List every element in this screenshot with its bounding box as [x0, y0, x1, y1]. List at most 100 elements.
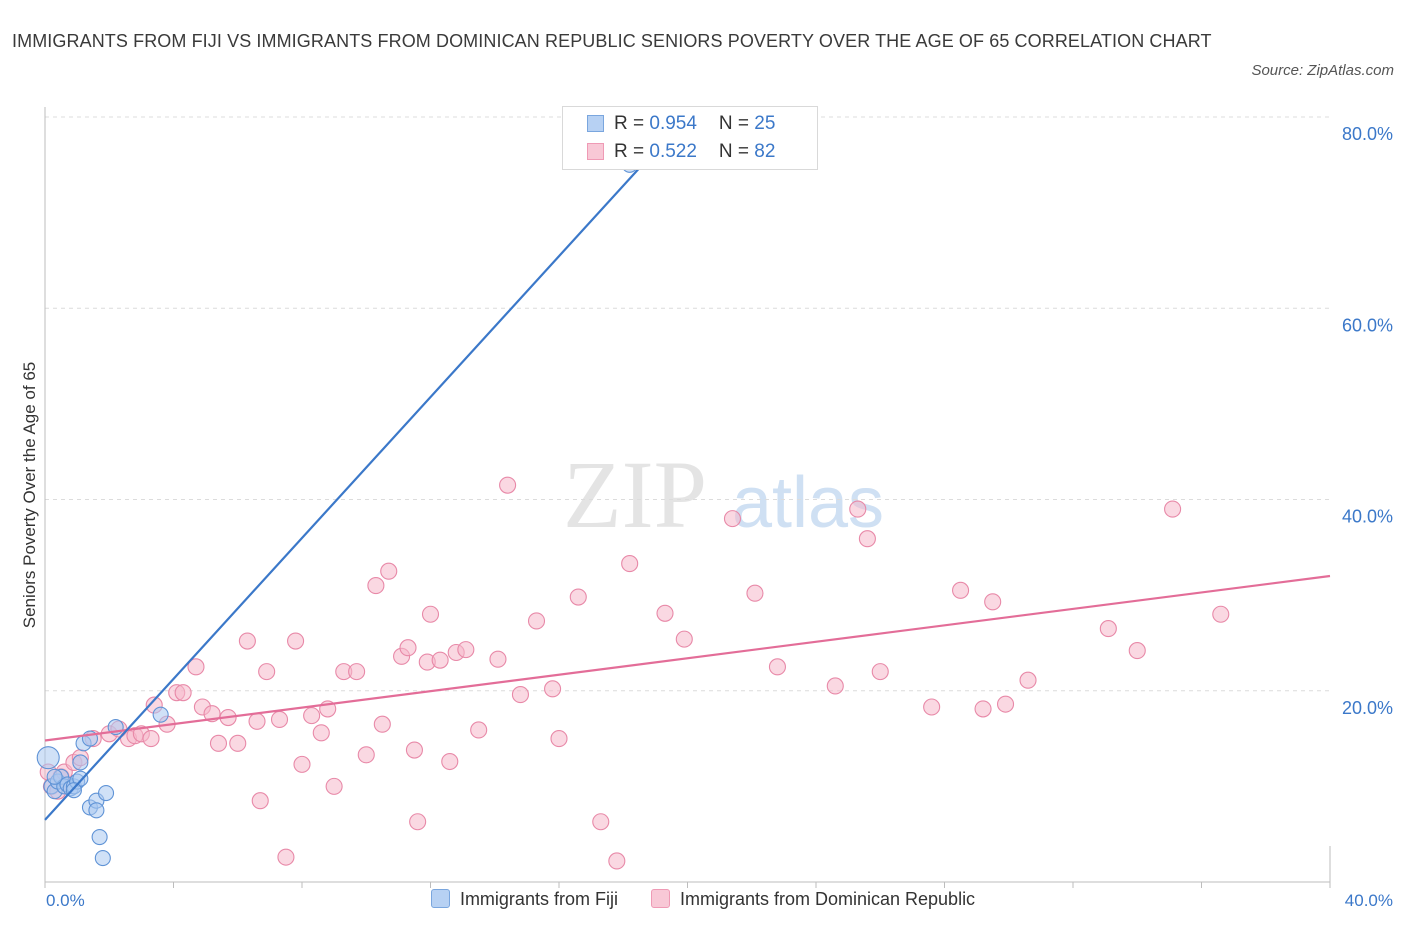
dominican-point-13 — [142, 730, 160, 748]
dominican-point-48 — [431, 651, 449, 669]
dominican-point-23 — [229, 734, 247, 752]
y-tick-label-20: 20.0% — [1342, 698, 1393, 718]
dominican-point-40 — [373, 715, 391, 733]
dominican-point-35 — [325, 777, 343, 795]
dominican-point-45 — [409, 813, 427, 831]
legend-label-fiji: Immigrants from Fiji — [459, 889, 618, 909]
legend-r-label: R = — [614, 113, 650, 134]
dominican-point-64 — [675, 630, 693, 648]
dominican-point-38 — [357, 746, 375, 764]
dominican-point-69 — [849, 500, 867, 518]
fiji-trendline — [44, 149, 657, 821]
dominican-point-68 — [826, 677, 844, 695]
dominican-point-72 — [923, 698, 941, 716]
dominican-point-54 — [499, 476, 517, 494]
legend-r-value-fiji: 0.954 — [649, 113, 697, 134]
watermark-zip: ZIP — [563, 441, 707, 548]
dominican-point-17 — [174, 684, 192, 702]
dominican-point-53 — [489, 650, 507, 668]
dominican-point-37 — [348, 663, 366, 681]
dominican-point-32 — [303, 707, 321, 725]
dominican-point-43 — [399, 639, 417, 657]
legend-r-label: R = — [614, 141, 650, 162]
legend-n-label: N = — [718, 113, 755, 134]
legend-swatch-dominican — [587, 143, 604, 160]
fiji-point-21 — [46, 768, 63, 785]
x-tick-label-max: 40.0% — [1344, 891, 1393, 910]
fiji-points — [36, 156, 638, 867]
dominican-point-59 — [569, 588, 587, 606]
fiji-point-15 — [88, 802, 105, 819]
dominican-point-67 — [768, 658, 787, 676]
dominican-point-24 — [238, 632, 256, 650]
series-legend: Immigrants from Fiji Immigrants from Dom… — [0, 889, 1406, 910]
fiji-point-23 — [65, 782, 82, 799]
dominican-trendline — [44, 574, 1331, 742]
legend-r-value-dominican: 0.522 — [649, 141, 697, 162]
dominican-point-71 — [871, 663, 889, 681]
fiji-point-16 — [91, 829, 108, 846]
watermark: ZIP atlas — [563, 441, 884, 548]
dominican-point-62 — [621, 555, 639, 573]
dominican-point-73 — [952, 581, 970, 599]
dominican-point-75 — [984, 593, 1002, 611]
fiji-point-18 — [97, 785, 115, 802]
y-tick-label-80: 80.0% — [1342, 124, 1393, 144]
dominican-point-41 — [380, 562, 398, 580]
dominican-point-18 — [187, 658, 205, 676]
legend-n-value-dominican: 82 — [754, 141, 776, 162]
y-tick-label-60: 60.0% — [1342, 315, 1393, 335]
dominican-point-60 — [592, 813, 610, 831]
gridlines — [45, 116, 1330, 692]
dominican-point-49 — [441, 752, 459, 771]
source-label: Source: ZipAtlas.com — [1251, 62, 1394, 79]
dominican-point-27 — [258, 663, 276, 681]
y-tick-label-40: 40.0% — [1342, 507, 1393, 527]
legend-label-dominican: Immigrants from Dominican Republic — [679, 889, 976, 909]
dominican-point-55 — [511, 686, 530, 704]
dominican-point-65 — [723, 510, 742, 528]
legend-n-label: N = — [718, 141, 755, 162]
dominican-point-30 — [287, 632, 305, 650]
y-tick-labels: 20.0% 40.0% 60.0% 80.0% — [1342, 124, 1393, 718]
dominican-point-66 — [746, 584, 764, 602]
dominican-point-29 — [277, 848, 295, 866]
fiji-point-0 — [36, 746, 60, 770]
dominican-point-80 — [1164, 500, 1182, 518]
dominican-point-31 — [293, 755, 311, 773]
trendlines — [44, 149, 1331, 821]
legend-item-dominican[interactable]: Immigrants from Dominican Republic — [650, 889, 976, 910]
dominican-point-57 — [544, 680, 562, 698]
dominican-point-78 — [1099, 620, 1117, 638]
dominican-point-58 — [550, 730, 568, 748]
dominican-point-79 — [1128, 642, 1146, 660]
legend-item-fiji[interactable]: Immigrants from Fiji — [430, 889, 618, 910]
fiji-point-17 — [94, 850, 111, 867]
dominican-point-47 — [421, 605, 440, 623]
x-tick-label-min: 0.0% — [46, 891, 85, 910]
dominican-point-25 — [248, 712, 266, 730]
legend-swatch-dominican — [650, 889, 670, 908]
dominican-point-56 — [527, 612, 546, 630]
dominican-point-44 — [405, 741, 423, 759]
legend-swatch-fiji — [587, 115, 604, 132]
dominican-point-76 — [996, 695, 1015, 713]
dominican-point-77 — [1019, 671, 1037, 689]
fiji-point-20 — [152, 706, 169, 723]
correlation-legend: R = 0.954 N = 25 R = 0.522 N = 82 — [562, 106, 818, 170]
legend-n-value-fiji: 25 — [754, 113, 776, 134]
dominican-point-26 — [251, 792, 269, 810]
dominican-point-51 — [457, 641, 475, 659]
dominican-point-70 — [858, 530, 876, 548]
dominican-point-81 — [1212, 605, 1230, 623]
dominican-point-61 — [608, 852, 626, 870]
chart-title: IMMIGRANTS FROM FIJI VS IMMIGRANTS FROM … — [12, 31, 1212, 51]
dominican-point-63 — [656, 604, 674, 622]
dominican-point-74 — [974, 700, 992, 718]
legend-swatch-fiji — [430, 889, 450, 908]
dominican-points — [39, 476, 1230, 870]
legend-row-dominican: R = 0.522 N = 82 — [587, 138, 775, 166]
dominican-point-28 — [270, 710, 289, 728]
dominican-point-33 — [312, 724, 330, 742]
